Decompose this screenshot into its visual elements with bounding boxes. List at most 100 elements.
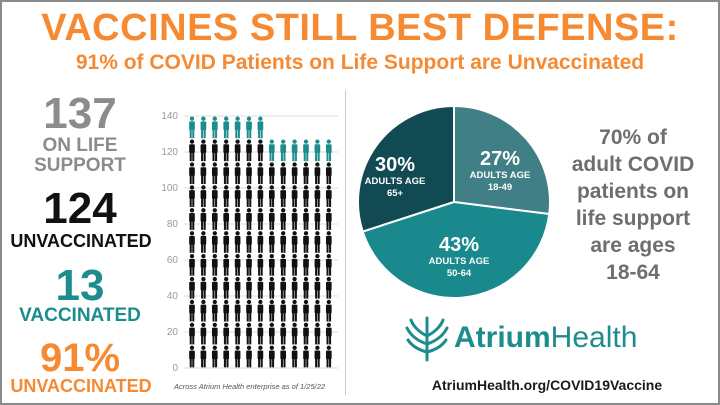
person-icon-unvaccinated bbox=[291, 299, 298, 322]
person-icon-unvaccinated bbox=[280, 345, 287, 368]
person-icon-unvaccinated bbox=[200, 345, 207, 368]
note-line: 18-64 bbox=[606, 261, 660, 284]
person-icon-unvaccinated bbox=[268, 345, 275, 368]
person-icon-unvaccinated bbox=[325, 299, 332, 322]
person-icon-unvaccinated bbox=[189, 185, 195, 207]
person-icon-unvaccinated bbox=[291, 185, 298, 207]
person-icon-vaccinated bbox=[200, 116, 207, 139]
person-icon-unvaccinated bbox=[200, 162, 207, 185]
person-icon-unvaccinated bbox=[234, 345, 241, 368]
person-icon-unvaccinated bbox=[200, 208, 207, 230]
subheadline: 91% of COVID Patients on Life Support ar… bbox=[75, 51, 645, 74]
person-icon-unvaccinated bbox=[200, 139, 207, 162]
pie-slice-18-49 bbox=[453, 104, 551, 216]
person-icon-vaccinated bbox=[223, 116, 230, 139]
person-icon-unvaccinated bbox=[234, 139, 241, 162]
pie-group-line2: 65+ bbox=[386, 188, 404, 199]
person-icon-unvaccinated bbox=[314, 345, 321, 368]
person-icon-unvaccinated bbox=[234, 231, 241, 253]
person-icon-unvaccinated bbox=[280, 231, 287, 253]
person-icon-unvaccinated bbox=[246, 208, 252, 230]
person-icon-unvaccinated bbox=[291, 345, 298, 368]
vaccinated-label: VACCINATED bbox=[19, 305, 141, 326]
person-icon-unvaccinated bbox=[211, 253, 218, 276]
person-icon-unvaccinated bbox=[314, 208, 321, 230]
person-icon-unvaccinated bbox=[303, 299, 309, 322]
person-icon-vaccinated bbox=[246, 116, 252, 139]
person-icon-unvaccinated bbox=[223, 231, 230, 253]
person-icon-unvaccinated bbox=[189, 208, 195, 230]
person-icon-unvaccinated bbox=[325, 276, 332, 299]
person-icon-vaccinated bbox=[211, 116, 218, 139]
person-icon-unvaccinated bbox=[303, 208, 309, 230]
person-icon-unvaccinated bbox=[291, 208, 298, 230]
person-icon-unvaccinated bbox=[246, 299, 252, 322]
person-icon-unvaccinated bbox=[223, 276, 230, 299]
person-icon-unvaccinated bbox=[257, 345, 264, 368]
y-tick-label: 120 bbox=[161, 147, 178, 158]
person-icon-unvaccinated bbox=[280, 276, 287, 299]
person-icon-unvaccinated bbox=[257, 139, 264, 162]
person-icon-unvaccinated bbox=[280, 162, 287, 185]
person-icon-unvaccinated bbox=[189, 253, 195, 276]
brand-name: AtriumHealth bbox=[454, 321, 637, 355]
pie-pct: 43% bbox=[438, 234, 480, 256]
person-icon-unvaccinated bbox=[325, 162, 332, 185]
person-icon-unvaccinated bbox=[200, 185, 207, 207]
y-tick-label: 140 bbox=[161, 111, 178, 122]
total-label-line2: SUPPORT bbox=[34, 155, 126, 176]
pie-group-line2: 18-49 bbox=[487, 182, 513, 193]
person-icon-unvaccinated bbox=[257, 185, 264, 207]
percent-unvaccinated: 91% bbox=[39, 336, 121, 380]
person-icon-unvaccinated bbox=[257, 208, 264, 230]
y-tick-label: 60 bbox=[167, 255, 179, 266]
person-icon-unvaccinated bbox=[325, 322, 332, 345]
person-icon-unvaccinated bbox=[268, 322, 275, 345]
person-icon-unvaccinated bbox=[314, 276, 321, 299]
age-summary-note: 70% of adult COVID patients on life supp… bbox=[558, 124, 708, 286]
person-icon-unvaccinated bbox=[189, 276, 195, 299]
person-icon-unvaccinated bbox=[291, 276, 298, 299]
person-icon-unvaccinated bbox=[280, 253, 287, 276]
brand-name-regular: Health bbox=[550, 321, 638, 354]
note-line: 70% of bbox=[599, 126, 667, 149]
person-icon-unvaccinated bbox=[314, 185, 321, 207]
person-icon-unvaccinated bbox=[189, 162, 195, 185]
person-icon-unvaccinated bbox=[189, 345, 195, 368]
person-icon-unvaccinated bbox=[246, 185, 252, 207]
person-icon-unvaccinated bbox=[246, 345, 252, 368]
brand-url[interactable]: AtriumHealth.org/COVID19Vaccine bbox=[431, 377, 663, 393]
person-icon-unvaccinated bbox=[211, 208, 218, 230]
person-icon-unvaccinated bbox=[211, 162, 218, 185]
person-icon-unvaccinated bbox=[291, 162, 298, 185]
person-icon-unvaccinated bbox=[257, 253, 264, 276]
unvaccinated-label: UNVACCINATED bbox=[10, 231, 152, 251]
person-icon-unvaccinated bbox=[268, 231, 275, 253]
footnote: Across Atrium Health enterprise as of 1/… bbox=[174, 382, 326, 391]
person-icon-unvaccinated bbox=[280, 299, 287, 322]
person-icon-unvaccinated bbox=[268, 208, 275, 230]
pie-group-line2: 50-64 bbox=[446, 268, 472, 279]
person-icon-unvaccinated bbox=[303, 345, 309, 368]
person-icon-unvaccinated bbox=[325, 231, 332, 253]
person-icon-unvaccinated bbox=[314, 322, 321, 345]
person-icon-unvaccinated bbox=[189, 139, 195, 162]
person-icon-unvaccinated bbox=[314, 253, 321, 276]
person-icon-unvaccinated bbox=[223, 139, 230, 162]
person-icon-unvaccinated bbox=[257, 299, 264, 322]
person-icon-vaccinated bbox=[268, 139, 275, 162]
person-icon-unvaccinated bbox=[234, 299, 241, 322]
person-icon-unvaccinated bbox=[223, 322, 230, 345]
person-icon-unvaccinated bbox=[246, 139, 252, 162]
y-tick-label: 0 bbox=[172, 363, 178, 374]
person-icon-unvaccinated bbox=[314, 299, 321, 322]
person-icon-unvaccinated bbox=[211, 345, 218, 368]
person-icon-unvaccinated bbox=[211, 139, 218, 162]
note-line: life support bbox=[575, 207, 691, 230]
person-icon-vaccinated bbox=[325, 139, 332, 162]
pie-group-line1: ADULTS AGE bbox=[469, 170, 531, 181]
pie-group-line1: ADULTS AGE bbox=[364, 176, 426, 187]
total-label-line1: ON LIFE bbox=[42, 135, 118, 156]
section-divider bbox=[345, 90, 346, 395]
